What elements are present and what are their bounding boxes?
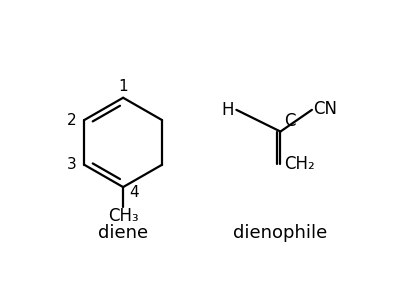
Text: 2: 2	[66, 113, 76, 127]
Text: 4: 4	[128, 185, 138, 200]
Text: dienophile: dienophile	[233, 224, 327, 242]
Text: CH₂: CH₂	[284, 155, 314, 173]
Text: C: C	[284, 113, 295, 131]
Text: diene: diene	[98, 224, 148, 242]
Text: CN: CN	[313, 100, 337, 118]
Text: CH₃: CH₃	[108, 208, 138, 226]
Text: 1: 1	[118, 80, 128, 94]
Text: H: H	[221, 101, 233, 119]
Text: 3: 3	[66, 157, 76, 172]
